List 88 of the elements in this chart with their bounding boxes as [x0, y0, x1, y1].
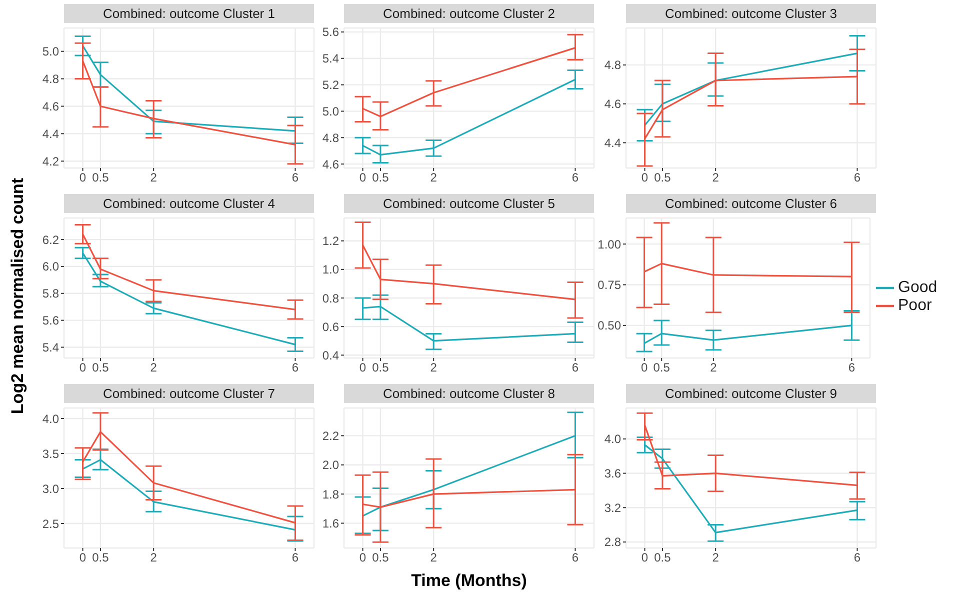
- y-tick-label: 2.8: [604, 535, 622, 550]
- x-tick-label: 0: [79, 360, 86, 375]
- y-tick-label: 1.6: [322, 516, 340, 530]
- y-tick-label: 0.75: [598, 278, 622, 292]
- y-tick-label: 4.4: [604, 136, 622, 150]
- x-tick-label: 0.5: [92, 360, 110, 375]
- y-tick-label: 6.0: [42, 260, 60, 274]
- x-tick-label: 6: [572, 170, 579, 185]
- x-tick-label: 6: [572, 360, 579, 375]
- y-tick-label: 4.0: [42, 412, 60, 426]
- x-axis-title: Time (Months): [410, 571, 528, 591]
- chart-title: Combined: outcome Cluster 4: [64, 194, 314, 213]
- y-tick-label: 0.50: [598, 318, 622, 333]
- y-tick-label: 0.4: [322, 348, 340, 362]
- y-tick-label: 4.8: [322, 130, 340, 145]
- x-tick-label: 2: [430, 360, 438, 375]
- x-tick-label: 6: [572, 550, 579, 565]
- legend-label: Good: [898, 279, 938, 296]
- x-tick-label: 6: [292, 550, 299, 565]
- y-tick-label: 5.4: [42, 340, 60, 354]
- y-tick-label: 4.6: [42, 99, 60, 114]
- y-tick-label: 4.2: [42, 154, 60, 168]
- x-tick-label: 0: [641, 170, 648, 185]
- x-tick-label: 6: [854, 550, 861, 565]
- x-tick-label: 0.5: [653, 360, 670, 375]
- x-tick-label: 6: [292, 360, 299, 375]
- x-tick-label: 2: [150, 170, 158, 185]
- x-tick-label: 0.5: [372, 360, 390, 375]
- x-tick-label: 0: [79, 550, 86, 565]
- chart-title: Combined: outcome Cluster 8: [344, 384, 594, 403]
- y-tick-label: 4.4: [42, 126, 60, 141]
- y-tick-label: 5.2: [322, 78, 340, 92]
- y-tick-label: 0.8: [322, 291, 340, 306]
- x-tick-label: 6: [854, 170, 861, 185]
- y-tick-label: 5.8: [42, 286, 60, 301]
- y-tick-label: 4.8: [42, 72, 60, 86]
- y-tick-label: 3.0: [42, 482, 60, 496]
- chart-title: Combined: outcome Cluster 3: [626, 4, 876, 23]
- x-tick-label: 0.5: [92, 170, 110, 185]
- y-tick-label: 0.6: [322, 320, 340, 334]
- y-tick-label: 5.4: [322, 52, 340, 66]
- x-tick-label: 0.5: [372, 170, 390, 185]
- x-tick-label: 6: [848, 360, 856, 375]
- x-tick-label: 0: [359, 550, 366, 565]
- x-tick-label: 0.5: [654, 170, 672, 185]
- y-axis-title: Log2 mean normalised count: [8, 176, 28, 416]
- x-tick-label: 0.5: [654, 550, 672, 565]
- y-tick-label: 4.6: [604, 97, 622, 112]
- y-tick-label: 2.5: [42, 516, 60, 531]
- chart-title: Combined: outcome Cluster 2: [344, 4, 594, 23]
- y-tick-label: 3.5: [42, 446, 60, 461]
- y-tick-label: 6.2: [42, 232, 60, 247]
- x-tick-label: 2: [712, 550, 720, 565]
- y-tick-label: 5.6: [42, 314, 60, 328]
- x-tick-label: 0: [641, 550, 648, 565]
- y-tick-label: 5.0: [322, 104, 340, 118]
- chart-title: Combined: outcome Cluster 9: [626, 384, 876, 403]
- legend-label: Poor: [898, 297, 932, 314]
- x-tick-label: 6: [292, 170, 299, 185]
- y-tick-label: 1.8: [322, 487, 340, 502]
- x-tick-label: 2: [430, 550, 438, 565]
- x-tick-label: 2: [150, 360, 158, 375]
- chart-title: Combined: outcome Cluster 6: [626, 194, 876, 213]
- chart-title: Combined: outcome Cluster 5: [344, 194, 594, 213]
- chart-title: Combined: outcome Cluster 7: [64, 384, 314, 403]
- x-tick-label: 2: [430, 170, 438, 185]
- x-tick-label: 2: [710, 360, 718, 375]
- x-tick-label: 0: [359, 360, 366, 375]
- y-tick-label: 1.00: [598, 237, 622, 252]
- y-tick-label: 2.0: [322, 458, 340, 472]
- x-tick-label: 2: [150, 550, 158, 565]
- y-tick-label: 4.6: [322, 157, 340, 172]
- chart-title: Combined: outcome Cluster 1: [64, 4, 314, 23]
- y-tick-label: 5.0: [42, 44, 60, 59]
- x-tick-label: 0: [359, 170, 366, 185]
- y-tick-label: 4.0: [604, 432, 622, 446]
- x-tick-label: 0.5: [92, 550, 110, 565]
- y-tick-label: 1.2: [322, 234, 340, 248]
- y-tick-label: 2.2: [322, 428, 340, 443]
- x-tick-label: 0: [640, 360, 648, 375]
- x-tick-label: 0: [79, 170, 86, 185]
- y-tick-label: 5.6: [322, 25, 340, 40]
- x-tick-label: 0.5: [372, 550, 390, 565]
- x-tick-label: 2: [712, 170, 720, 185]
- y-tick-label: 4.8: [604, 58, 622, 72]
- y-tick-label: 1.0: [322, 262, 340, 277]
- y-tick-label: 3.6: [604, 466, 622, 481]
- y-tick-label: 3.2: [604, 500, 622, 515]
